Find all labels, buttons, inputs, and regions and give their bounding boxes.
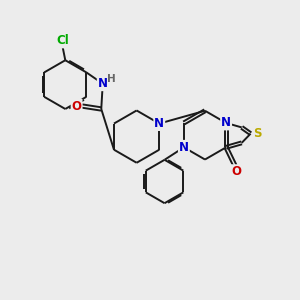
Text: Cl: Cl [56,34,69,47]
Text: H: H [107,74,116,84]
Text: S: S [253,127,261,140]
Text: O: O [232,165,242,178]
Text: O: O [72,100,82,112]
Text: N: N [98,77,108,90]
Text: N: N [179,141,189,154]
Text: N: N [154,117,164,130]
Text: N: N [221,116,231,130]
